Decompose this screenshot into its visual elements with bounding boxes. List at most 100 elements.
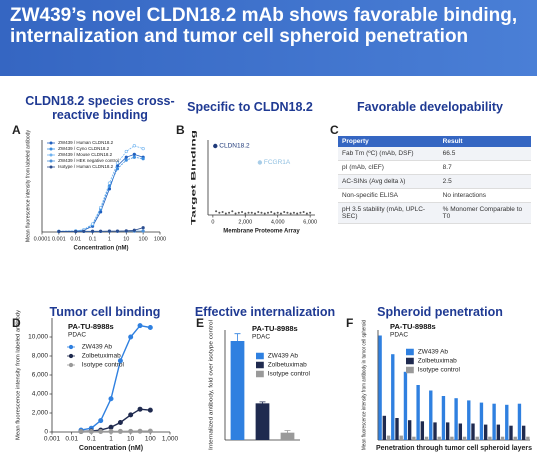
bar [475,436,479,440]
legend-label: ZW439 / HEK negative control [58,158,119,163]
error-bar [284,430,291,435]
bar [521,425,526,440]
data-point [234,212,237,215]
bar [416,385,420,440]
data-point [257,211,260,213]
legend-label: ZW439 / Human CLDN18.2 [58,140,114,145]
data-point [254,212,257,215]
series-line [58,227,144,232]
y-tick-label: 10,000 [28,334,48,341]
data-point [224,212,227,215]
developability-table: Property Result Fab Tm (ºC) (mAb, DSF) 66… [338,136,531,224]
bar [378,335,382,440]
data-point [132,144,136,148]
legend-label: Isotype control [82,362,125,369]
legend-marker [49,159,53,163]
data-point [292,211,295,214]
data-point [289,212,292,215]
table-cell: 66.5 [438,147,531,161]
x-tick-label: 0.1 [89,236,97,242]
panel-letter: E [196,316,204,330]
bar [429,390,433,440]
data-point [279,212,282,215]
bar [467,400,471,440]
data-point [141,157,145,161]
bar [505,404,509,440]
data-point [128,428,134,434]
data-point [276,211,279,214]
table-row: pH 3.5 stability (mAb, UPLC-SEC)% Monome… [338,202,531,224]
bar [483,424,488,440]
bar [517,403,522,440]
data-point [302,211,305,213]
table-cell: 8.7 [438,160,531,175]
point-label: CLDN18.2 [219,143,250,150]
bar [479,402,484,440]
x-tick-label: 0 [211,219,214,225]
section-heading: Specific to CLDN18.2 [187,100,313,114]
data-point [115,167,120,171]
legend-marker [68,344,74,350]
legend-label: ZW439 / Cyno CLDN18.2 [58,146,110,151]
legend-marker [68,353,74,359]
table-row: AC-SINs (Avg delta λ) 2.5 [338,174,531,189]
bar [458,423,463,440]
data-point [250,211,253,214]
y-axis-label: Internalized antibody, fold over isotype… [209,320,215,450]
bar [513,436,517,440]
data-point [107,229,112,233]
data-point [137,428,143,434]
data-point [273,212,276,215]
chart-title: PA-TU-8988s [252,324,298,333]
data-point [115,161,120,165]
data-point [108,424,114,430]
x-axis-label: Concentration (nM) [79,445,143,452]
chart: Penetration through tumor cell spheroid … [362,320,533,452]
table-cell: % Monomer Comparable to T0 [438,202,531,224]
data-point [237,211,240,214]
data-point [221,211,224,213]
data-point [82,229,86,233]
data-point [99,205,103,210]
legend-label: Zolbetuximab [268,362,307,369]
chart-title: PA-TU-8988s [68,322,114,331]
legend-label: Zolbetuximab [82,353,121,360]
bar [454,398,458,440]
data-point [98,418,104,424]
legend-marker [49,153,53,157]
data-point [117,419,123,425]
x-tick-label: 6,000 [303,219,317,225]
x-tick-label: 0.01 [70,236,81,242]
data-point [137,323,143,329]
legend-swatch [256,361,264,369]
data-point [141,226,145,230]
y-tick-label: 4,000 [32,391,49,398]
bar [230,341,245,440]
y-tick-label: 0 [44,429,48,436]
data-point [57,229,61,234]
series-line [58,145,144,232]
data-point [124,149,128,154]
table-row: Fab Tm (ºC) (mAb, DSF) 66.5 [338,147,531,161]
y-axis-label: Target Binding [191,130,198,225]
bar [403,371,408,440]
legend-label: Isotype control [418,367,461,374]
bar [492,403,496,440]
data-point [115,229,120,233]
table-row: Non-specific ELISA No interactions [338,188,531,203]
bar [407,420,412,440]
x-tick-label: 100 [139,236,148,242]
y-axis-label: Mean fluorescence intensity from antibod… [362,320,368,450]
legend-marker [49,141,53,145]
data-point [108,396,114,402]
table-cell: pH 3.5 stability (mAb, UPLC-SEC) [338,202,439,224]
table-row: pI (mAb, cIEF) 8.7 [338,160,531,175]
data-point [260,211,263,214]
bar [526,436,530,440]
data-point [99,210,103,214]
bar [441,396,446,440]
data-point [218,211,221,214]
data-point [132,155,136,159]
x-axis-label: Penetration through tumor cell spheroid … [376,445,532,452]
